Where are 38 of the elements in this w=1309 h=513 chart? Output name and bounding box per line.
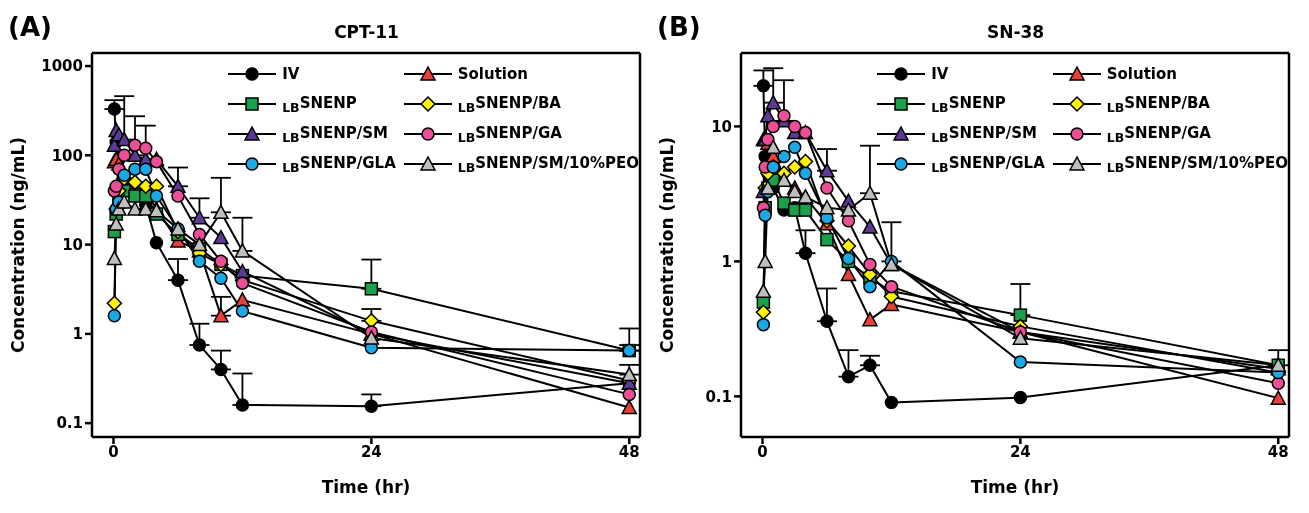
x-tick-label: 24 (360, 442, 382, 461)
legend-label: $_{LB}$SNENP/BA (457, 93, 561, 115)
y-tick-label: 0.1 (705, 387, 732, 406)
y-tick-label: 0.1 (56, 414, 83, 433)
y-axis-title: Concentration (ng/mL) (8, 136, 29, 354)
y-tick-label: 10 (711, 117, 732, 136)
legend-label: $_{LB}$SNENP/SM/10%PEO (457, 153, 639, 175)
text: (B) (657, 12, 701, 42)
x-tick-label: 0 (757, 442, 768, 461)
chart-title: CPT-11 (333, 22, 400, 42)
legend-label: $_{LB}$SNENP (931, 93, 1006, 115)
x-axis-title: Time (hr) (970, 477, 1060, 497)
legend-label: Solution (1106, 65, 1177, 83)
text: (A) (8, 12, 52, 42)
legend-label: $_{LB}$SNENP/SM (931, 123, 1038, 145)
legend-label: $_{LB}$SNENP/SM/10%PEO (1106, 153, 1288, 175)
legend-label: $_{LB}$SNENP/GLA (282, 153, 396, 175)
chart-title: SN-38 (985, 22, 1046, 42)
x-tick-label: 24 (1009, 442, 1031, 461)
y-tick-label: 100 (51, 146, 83, 165)
x-tick-label: 0 (108, 442, 119, 461)
legend-label: $_{LB}$SNENP/GA (457, 123, 562, 145)
y-tick-label: 1 (721, 252, 732, 271)
legend-label: $_{LB}$SNENP/GLA (931, 153, 1045, 175)
legend-label: Solution (457, 65, 528, 83)
legend-label: IV (931, 65, 949, 83)
legend-label: $_{LB}$SNENP/GA (1106, 123, 1211, 145)
x-tick-label: 48 (618, 442, 640, 461)
y-tick-label: 1 (72, 325, 83, 344)
legend-label: IV (282, 65, 300, 83)
legend-label: $_{LB}$SNENP/SM (282, 123, 389, 145)
y-tick-label: 10 (62, 235, 83, 254)
legend-label: $_{LB}$SNENP (282, 93, 357, 115)
legend-label: $_{LB}$SNENP/BA (1106, 93, 1210, 115)
x-tick-label: 48 (1267, 442, 1289, 461)
y-axis-title: Concentration (ng/mL) (657, 136, 678, 354)
y-tick-label: 1000 (41, 57, 83, 76)
x-axis-title: Time (hr) (321, 477, 411, 497)
